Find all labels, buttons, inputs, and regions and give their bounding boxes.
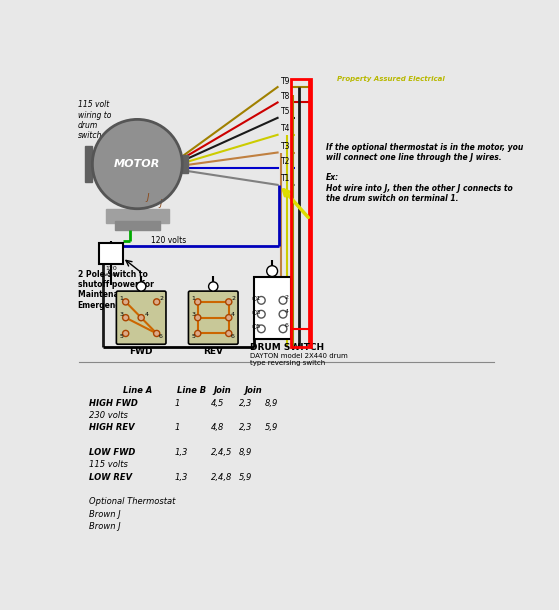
Circle shape: [258, 325, 265, 332]
Text: DAYTON model 2X440 drum
type reversing switch: DAYTON model 2X440 drum type reversing s…: [250, 353, 348, 366]
Circle shape: [258, 310, 265, 318]
Circle shape: [226, 315, 232, 321]
Text: 5,9: 5,9: [239, 473, 252, 482]
Text: 120
volts: 120 volts: [103, 266, 119, 276]
Circle shape: [154, 331, 160, 337]
Text: LOW FWD: LOW FWD: [89, 448, 136, 457]
Text: 4: 4: [285, 309, 288, 314]
Text: T8: T8: [281, 92, 291, 101]
Text: 115 volt
wiring to
drum
switch: 115 volt wiring to drum switch: [78, 100, 111, 140]
Text: 2 Pole Switch to
shutoff power for
Maintenance or
Emergency: 2 Pole Switch to shutoff power for Maint…: [78, 270, 154, 310]
Text: Brown J: Brown J: [89, 522, 121, 531]
Circle shape: [195, 331, 201, 337]
Text: 8,9: 8,9: [239, 448, 252, 457]
Circle shape: [279, 325, 287, 332]
Text: MOTOR: MOTOR: [114, 159, 160, 169]
Circle shape: [258, 296, 265, 304]
Circle shape: [209, 282, 218, 291]
Circle shape: [122, 315, 129, 321]
Text: Property Assured Electrical: Property Assured Electrical: [337, 76, 445, 82]
Text: T4: T4: [281, 124, 291, 133]
FancyBboxPatch shape: [188, 291, 238, 344]
Text: 3: 3: [192, 312, 196, 317]
Circle shape: [122, 299, 129, 305]
Text: 2: 2: [159, 296, 163, 301]
Text: 1: 1: [120, 296, 124, 301]
Text: 5: 5: [192, 334, 196, 339]
Circle shape: [267, 266, 278, 276]
Text: If the optional thermostat is in the motor, you
will connect one line through th: If the optional thermostat is in the mot…: [326, 143, 523, 162]
Text: Brown J: Brown J: [89, 510, 121, 518]
Text: Join: Join: [213, 386, 231, 395]
Text: 4: 4: [144, 312, 148, 317]
Text: 2: 2: [231, 296, 235, 301]
Text: T2: T2: [281, 157, 291, 167]
Text: Ex:
Hot wire into J, then the other J connects to
the drum switch on terminal 1.: Ex: Hot wire into J, then the other J co…: [326, 173, 513, 203]
Text: Line B: Line B: [177, 386, 206, 395]
Bar: [115, 221, 160, 231]
Bar: [106, 209, 169, 223]
Text: 115 volts: 115 volts: [89, 461, 128, 470]
Circle shape: [122, 331, 129, 337]
Text: T1: T1: [281, 174, 291, 184]
Text: Line A: Line A: [122, 386, 152, 395]
Circle shape: [226, 299, 232, 305]
Text: HIGH REV: HIGH REV: [89, 423, 135, 432]
Text: T5: T5: [281, 107, 291, 117]
Text: 6: 6: [231, 334, 235, 339]
Text: ○1: ○1: [252, 295, 262, 300]
Text: 1,3: 1,3: [174, 448, 188, 457]
Text: 4,8: 4,8: [211, 423, 224, 432]
Text: 2,4,8: 2,4,8: [211, 473, 233, 482]
Text: 1: 1: [192, 296, 196, 301]
Bar: [182, 155, 188, 173]
Bar: [100, 243, 122, 264]
Circle shape: [195, 299, 201, 305]
Text: J: J: [160, 199, 162, 209]
Circle shape: [92, 120, 182, 209]
Text: 2,3: 2,3: [239, 399, 252, 408]
Text: REV: REV: [203, 346, 223, 356]
Text: FWD: FWD: [130, 346, 153, 356]
Text: 230 volts: 230 volts: [89, 411, 128, 420]
Circle shape: [195, 315, 201, 321]
Circle shape: [279, 310, 287, 318]
Circle shape: [154, 299, 160, 305]
Text: LOW REV: LOW REV: [89, 473, 132, 482]
Circle shape: [279, 296, 287, 304]
Text: J: J: [146, 193, 149, 202]
Text: Optional Thermostat: Optional Thermostat: [89, 497, 176, 506]
Text: 2: 2: [285, 295, 288, 300]
Text: 5: 5: [120, 334, 124, 339]
Text: 6: 6: [285, 323, 288, 328]
Text: Join: Join: [244, 386, 262, 395]
Text: 4,5: 4,5: [211, 399, 224, 408]
Text: 1: 1: [174, 423, 180, 432]
Bar: [291, 79, 311, 346]
Circle shape: [136, 282, 146, 291]
FancyBboxPatch shape: [116, 291, 166, 344]
Text: 2,4,5: 2,4,5: [211, 448, 233, 457]
Text: 120 volts: 120 volts: [151, 235, 187, 245]
Text: T3: T3: [281, 142, 291, 151]
Text: 1,3: 1,3: [174, 473, 188, 482]
Bar: [84, 146, 92, 182]
Text: DRUM SWITCH: DRUM SWITCH: [250, 343, 324, 352]
Text: 4: 4: [231, 312, 235, 317]
Circle shape: [138, 315, 144, 321]
Text: 5,9: 5,9: [265, 423, 278, 432]
Text: 8,9: 8,9: [265, 399, 278, 408]
Bar: [254, 278, 291, 339]
Text: 6: 6: [159, 334, 163, 339]
Text: ○3: ○3: [252, 309, 262, 314]
Text: 3: 3: [120, 312, 124, 317]
Text: 2,3: 2,3: [239, 423, 252, 432]
Text: HIGH FWD: HIGH FWD: [89, 399, 138, 408]
Text: T9: T9: [281, 76, 291, 85]
Circle shape: [226, 331, 232, 337]
Text: 1: 1: [174, 399, 180, 408]
Text: ○5: ○5: [252, 323, 262, 328]
